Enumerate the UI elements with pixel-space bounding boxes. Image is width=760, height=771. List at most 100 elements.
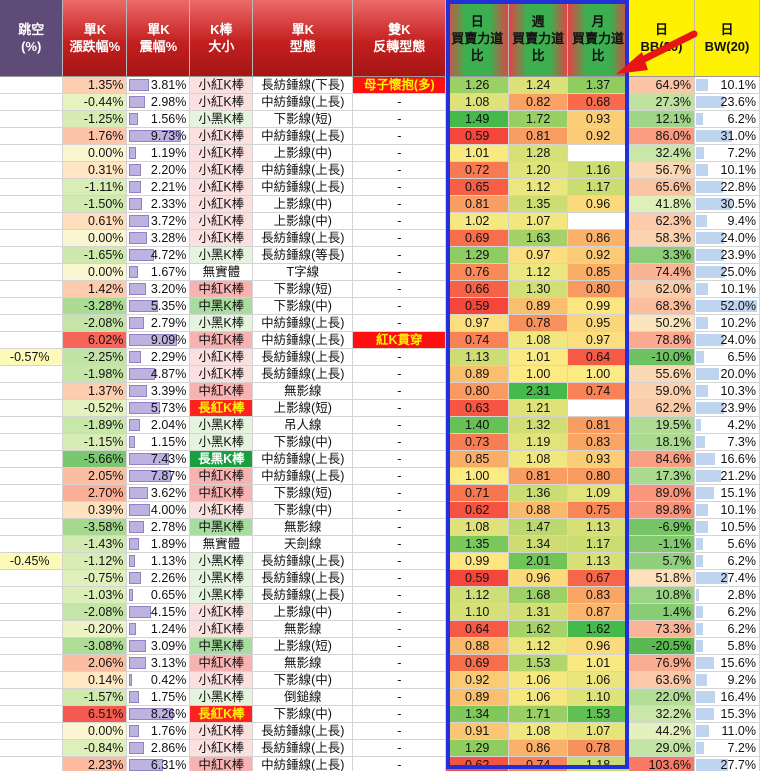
cell-amplitude[interactable]: 4.00% xyxy=(126,501,191,519)
cell-gap[interactable] xyxy=(0,178,64,196)
cell-daily-power[interactable]: 1.29 xyxy=(445,246,510,264)
cell-reversal[interactable]: - xyxy=(352,637,447,655)
cell-pattern[interactable]: 中紡錘線(上長) xyxy=(252,450,354,468)
cell-bb[interactable]: 32.2% xyxy=(628,705,695,723)
cell-bb[interactable]: 5.7% xyxy=(628,552,695,570)
cell-daily-power[interactable]: 1.02 xyxy=(445,212,510,230)
header-daily-bb[interactable]: 日 BB(20) xyxy=(628,0,695,77)
cell-weekly-power[interactable]: 1.24 xyxy=(508,76,569,94)
cell-weekly-power[interactable]: 1.12 xyxy=(508,637,569,655)
cell-amplitude[interactable]: 3.39% xyxy=(126,382,191,400)
cell-bb[interactable]: -1.1% xyxy=(628,535,695,553)
cell-amplitude[interactable]: 1.89% xyxy=(126,535,191,553)
cell-weekly-power[interactable]: 1.63 xyxy=(508,229,569,247)
cell-gap[interactable] xyxy=(0,705,64,723)
cell-reversal[interactable]: - xyxy=(352,484,447,502)
cell-gap[interactable] xyxy=(0,416,64,434)
cell-pattern[interactable]: 天劍線 xyxy=(252,535,354,553)
cell-pattern[interactable]: 下影線(短) xyxy=(252,110,354,128)
cell-bw[interactable]: 23.6% xyxy=(694,93,760,111)
cell-gap[interactable] xyxy=(0,739,64,757)
cell-weekly-power[interactable]: 1.21 xyxy=(508,399,569,417)
cell-size[interactable]: 小紅K棒 xyxy=(189,127,254,145)
cell-gap[interactable] xyxy=(0,297,64,315)
cell-reversal[interactable]: - xyxy=(352,246,447,264)
cell-size[interactable]: 長紅K棒 xyxy=(189,705,254,723)
cell-change[interactable]: -3.58% xyxy=(62,518,128,536)
cell-weekly-power[interactable]: 0.81 xyxy=(508,467,569,485)
cell-bb[interactable]: 51.8% xyxy=(628,569,695,587)
cell-weekly-power[interactable]: 1.36 xyxy=(508,484,569,502)
cell-change[interactable]: 0.31% xyxy=(62,161,128,179)
cell-pattern[interactable]: 下影線(短) xyxy=(252,484,354,502)
cell-daily-power[interactable]: 0.69 xyxy=(445,229,510,247)
cell-daily-power[interactable]: 0.69 xyxy=(445,654,510,672)
cell-bw[interactable]: 23.9% xyxy=(694,399,760,417)
cell-pattern[interactable]: 無影線 xyxy=(252,382,354,400)
cell-bw[interactable]: 10.1% xyxy=(694,161,760,179)
cell-change[interactable]: 0.61% xyxy=(62,212,128,230)
cell-bb[interactable]: 89.8% xyxy=(628,501,695,519)
cell-amplitude[interactable]: 0.42% xyxy=(126,671,191,689)
cell-bb[interactable]: 73.3% xyxy=(628,620,695,638)
cell-gap[interactable] xyxy=(0,688,64,706)
cell-gap[interactable] xyxy=(0,331,64,349)
cell-amplitude[interactable]: 2.04% xyxy=(126,416,191,434)
cell-pattern[interactable]: 無影線 xyxy=(252,518,354,536)
cell-pattern[interactable]: 中紡錘線(上長) xyxy=(252,756,354,771)
cell-amplitude[interactable]: 2.21% xyxy=(126,178,191,196)
cell-bw[interactable]: 15.3% xyxy=(694,705,760,723)
cell-size[interactable]: 中紅K棒 xyxy=(189,654,254,672)
cell-size[interactable]: 小紅K棒 xyxy=(189,603,254,621)
cell-bb[interactable]: -6.9% xyxy=(628,518,695,536)
cell-amplitude[interactable]: 5.73% xyxy=(126,399,191,417)
cell-monthly-power[interactable]: 1.53 xyxy=(567,705,630,723)
cell-reversal[interactable]: - xyxy=(352,297,447,315)
cell-reversal[interactable]: - xyxy=(352,212,447,230)
cell-daily-power[interactable]: 0.59 xyxy=(445,297,510,315)
cell-reversal[interactable]: - xyxy=(352,399,447,417)
cell-gap[interactable] xyxy=(0,518,64,536)
cell-reversal[interactable]: - xyxy=(352,195,447,213)
cell-size[interactable]: 中紅K棒 xyxy=(189,756,254,771)
cell-bb[interactable]: 103.6% xyxy=(628,756,695,771)
cell-change[interactable]: 0.14% xyxy=(62,671,128,689)
cell-amplitude[interactable]: 3.09% xyxy=(126,637,191,655)
cell-size[interactable]: 中紅K棒 xyxy=(189,382,254,400)
cell-gap[interactable] xyxy=(0,399,64,417)
cell-reversal[interactable]: - xyxy=(352,756,447,771)
cell-size[interactable]: 中紅K棒 xyxy=(189,484,254,502)
cell-daily-power[interactable]: 1.13 xyxy=(445,348,510,366)
cell-gap[interactable] xyxy=(0,161,64,179)
cell-weekly-power[interactable]: 0.81 xyxy=(508,127,569,145)
cell-weekly-power[interactable]: 0.74 xyxy=(508,756,569,771)
cell-change[interactable]: 2.05% xyxy=(62,467,128,485)
cell-daily-power[interactable]: 1.08 xyxy=(445,518,510,536)
cell-bw[interactable]: 5.8% xyxy=(694,637,760,655)
cell-gap[interactable] xyxy=(0,535,64,553)
cell-size[interactable]: 中紅K棒 xyxy=(189,467,254,485)
cell-reversal[interactable]: - xyxy=(352,161,447,179)
cell-daily-power[interactable]: 1.26 xyxy=(445,76,510,94)
cell-bb[interactable]: 19.5% xyxy=(628,416,695,434)
cell-change[interactable]: -3.08% xyxy=(62,637,128,655)
header-amplitude-pct[interactable]: 單K 震幅% xyxy=(126,0,191,77)
cell-weekly-power[interactable]: 1.06 xyxy=(508,688,569,706)
cell-bw[interactable]: 2.8% xyxy=(694,586,760,604)
cell-bw[interactable]: 6.2% xyxy=(694,603,760,621)
cell-pattern[interactable]: 倒鎚線 xyxy=(252,688,354,706)
cell-pattern[interactable]: 無影線 xyxy=(252,654,354,672)
cell-monthly-power[interactable]: 0.67 xyxy=(567,569,630,587)
cell-amplitude[interactable]: 8.26% xyxy=(126,705,191,723)
cell-amplitude[interactable]: 2.86% xyxy=(126,739,191,757)
cell-weekly-power[interactable]: 1.00 xyxy=(508,365,569,383)
cell-amplitude[interactable]: 2.20% xyxy=(126,161,191,179)
cell-reversal[interactable]: - xyxy=(352,110,447,128)
cell-amplitude[interactable]: 3.72% xyxy=(126,212,191,230)
cell-bb[interactable]: -10.0% xyxy=(628,348,695,366)
cell-bw[interactable]: 6.2% xyxy=(694,620,760,638)
cell-change[interactable]: 6.02% xyxy=(62,331,128,349)
cell-monthly-power[interactable]: 0.86 xyxy=(567,229,630,247)
cell-gap[interactable] xyxy=(0,246,64,264)
cell-gap[interactable] xyxy=(0,127,64,145)
